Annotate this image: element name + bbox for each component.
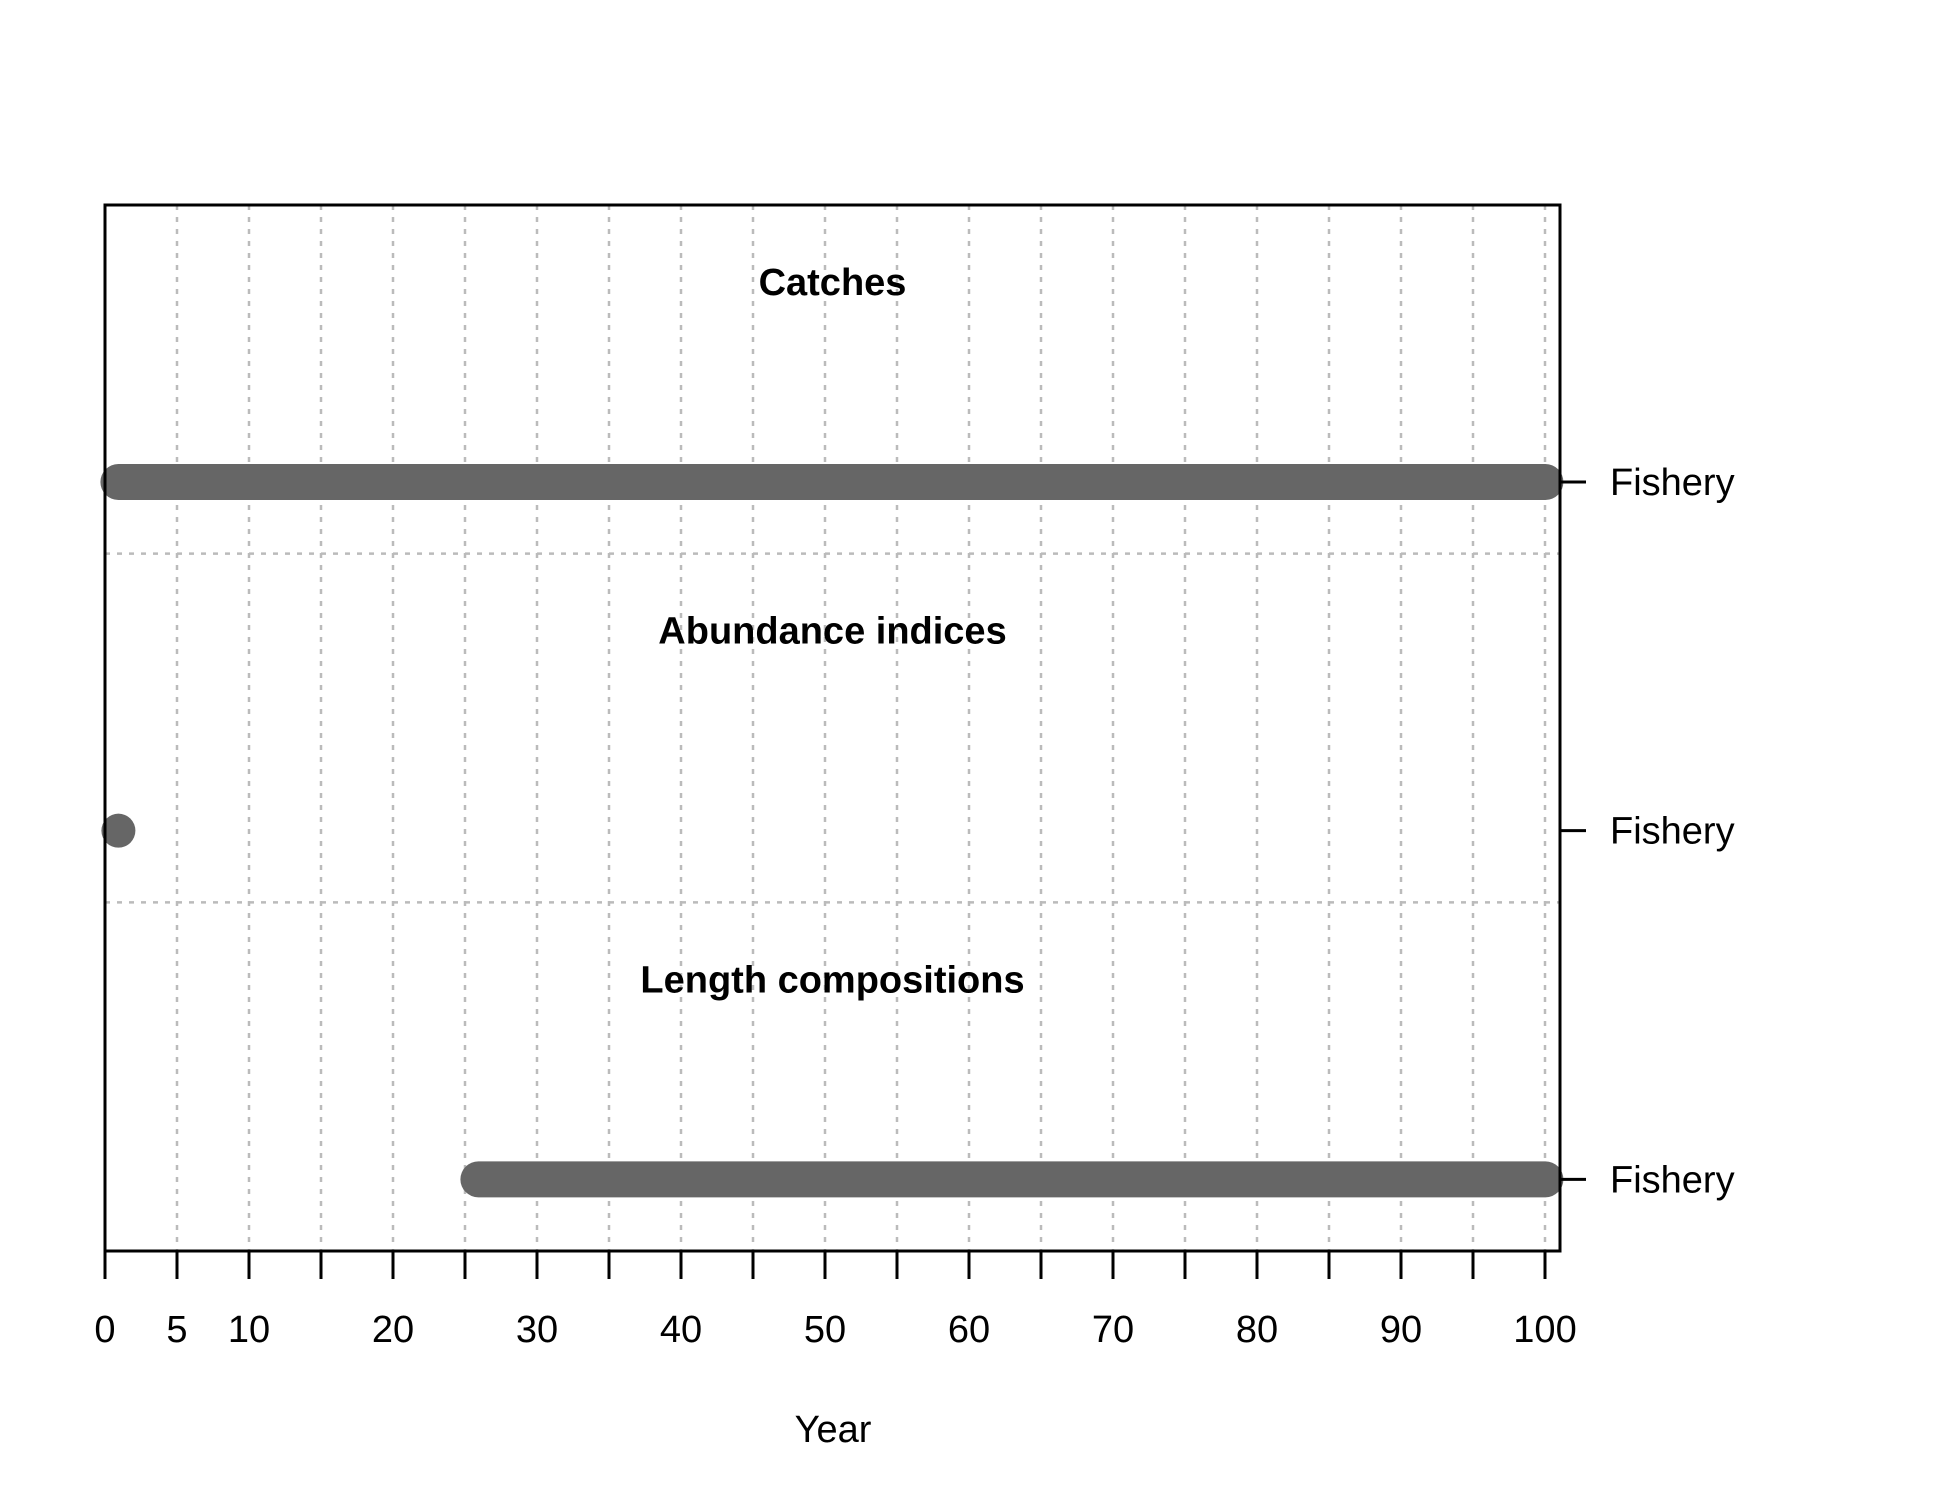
x-tick-label: 90 — [1380, 1309, 1422, 1351]
data-marks — [100, 464, 1564, 1198]
y-tick-label: Fishery — [1610, 1159, 1735, 1201]
x-tick-label: 40 — [660, 1309, 702, 1351]
x-tick-label: 70 — [1092, 1309, 1134, 1351]
section-title: Catches — [759, 262, 907, 304]
x-tick-label: 0 — [94, 1309, 115, 1351]
grid — [105, 205, 1560, 1251]
y-axis-right: Fishery Fishery Fishery — [1560, 462, 1735, 1201]
section-titles: Catches Abundance indices Length compositi… — [640, 262, 1024, 1001]
x-tick-label: 10 — [228, 1309, 270, 1351]
x-axis-title: Year — [795, 1409, 872, 1451]
section-title: Length compositions — [640, 959, 1024, 1001]
section-title: Abundance indices — [658, 611, 1006, 653]
x-tick-label: 100 — [1513, 1309, 1576, 1351]
plot-frame — [103, 203, 1562, 1253]
x-tick-label: 80 — [1236, 1309, 1278, 1351]
x-tick-label: 50 — [804, 1309, 846, 1351]
y-tick-label: Fishery — [1610, 462, 1735, 504]
x-tick-label: 30 — [516, 1309, 558, 1351]
x-tick-label: 20 — [372, 1309, 414, 1351]
x-axis: 0 5 10 20 30 40 50 60 70 80 90 100 — [94, 1249, 1577, 1351]
y-tick-label: Fishery — [1610, 811, 1735, 853]
x-tick-label: 5 — [166, 1309, 187, 1351]
data-point — [101, 813, 136, 848]
x-tick-label: 60 — [948, 1309, 990, 1351]
